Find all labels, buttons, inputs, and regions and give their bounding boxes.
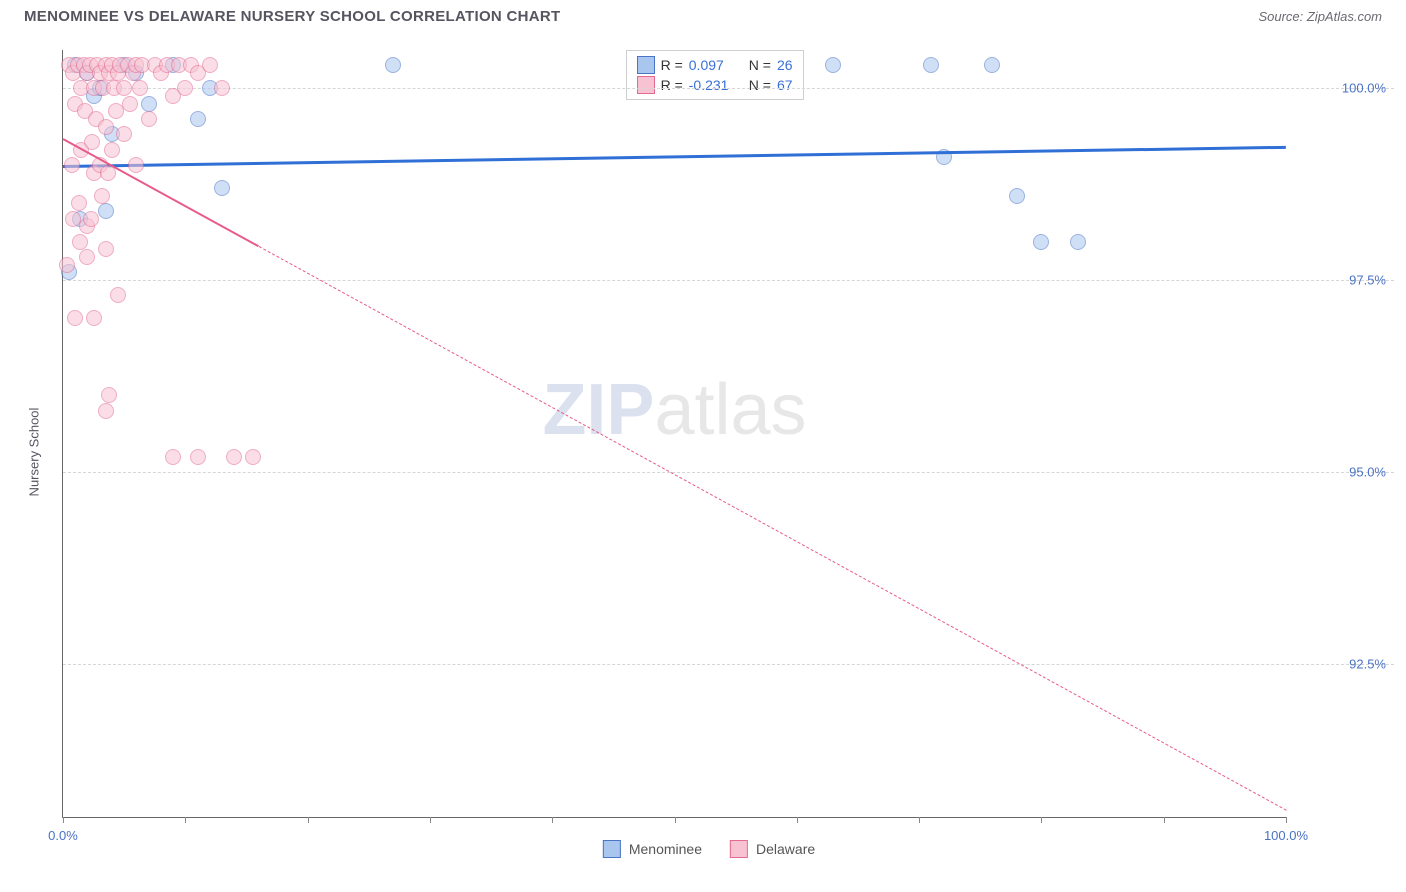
x-tick	[1041, 817, 1042, 823]
chart-title: MENOMINEE VS DELAWARE NURSERY SCHOOL COR…	[24, 8, 561, 25]
data-point	[1070, 234, 1086, 250]
data-point	[245, 449, 261, 465]
gridline	[63, 472, 1394, 473]
x-tick	[552, 817, 553, 823]
n-label: N =	[749, 77, 771, 93]
data-point	[1009, 188, 1025, 204]
legend-swatch	[637, 56, 655, 74]
n-value: 26	[777, 57, 793, 73]
data-point	[98, 403, 114, 419]
gridline	[63, 280, 1394, 281]
data-point	[1033, 234, 1049, 250]
y-tick-label: 92.5%	[1349, 656, 1386, 671]
data-point	[94, 188, 110, 204]
data-point	[84, 134, 100, 150]
x-tick-label: 100.0%	[1264, 828, 1308, 843]
data-point	[116, 126, 132, 142]
data-point	[104, 142, 120, 158]
data-point	[98, 241, 114, 257]
y-tick-label: 97.5%	[1349, 273, 1386, 288]
data-point	[79, 249, 95, 265]
legend-swatch	[637, 76, 655, 94]
r-label: R =	[661, 57, 683, 73]
x-tick	[185, 817, 186, 823]
data-point	[984, 57, 1000, 73]
data-point	[116, 80, 132, 96]
data-point	[923, 57, 939, 73]
data-point	[108, 103, 124, 119]
n-label: N =	[749, 57, 771, 73]
legend-stat-row: R = -0.231 N = 67	[637, 75, 793, 95]
data-point	[141, 111, 157, 127]
data-point	[72, 234, 88, 250]
data-point	[165, 449, 181, 465]
n-value: 67	[777, 77, 793, 93]
r-value: 0.097	[689, 57, 743, 73]
data-point	[141, 96, 157, 112]
data-point	[101, 387, 117, 403]
x-tick	[63, 817, 64, 823]
data-point	[86, 310, 102, 326]
r-value: -0.231	[689, 77, 743, 93]
data-point	[132, 80, 148, 96]
chart-container: Nursery School ZIPatlas R =0.097N =26R =…	[24, 42, 1394, 862]
x-tick-label: 0.0%	[48, 828, 78, 843]
y-axis-title: Nursery School	[27, 408, 42, 497]
data-point	[98, 203, 114, 219]
watermark-part2: atlas	[654, 370, 806, 450]
data-point	[110, 287, 126, 303]
x-tick	[1286, 817, 1287, 823]
trend-line	[258, 246, 1286, 811]
x-tick	[919, 817, 920, 823]
x-tick	[430, 817, 431, 823]
y-tick-label: 100.0%	[1342, 81, 1386, 96]
data-point	[122, 96, 138, 112]
data-point	[64, 157, 80, 173]
data-point	[226, 449, 242, 465]
data-point	[214, 80, 230, 96]
legend-swatch	[730, 840, 748, 858]
x-tick	[675, 817, 676, 823]
data-point	[65, 211, 81, 227]
legend-label: Delaware	[756, 841, 815, 857]
data-point	[83, 211, 99, 227]
data-point	[67, 310, 83, 326]
watermark: ZIPatlas	[542, 369, 806, 451]
data-point	[202, 57, 218, 73]
data-point	[190, 449, 206, 465]
data-point	[190, 111, 206, 127]
plot-area: ZIPatlas R =0.097N =26R =-0.231N =67 92.…	[62, 50, 1286, 818]
legend-item: Delaware	[730, 840, 815, 858]
chart-source: Source: ZipAtlas.com	[1258, 9, 1382, 24]
data-point	[128, 157, 144, 173]
legend-item: Menominee	[603, 840, 702, 858]
legend-label: Menominee	[629, 841, 702, 857]
legend-stats: R = 0.097 N = 26 R = -0.231 N = 67	[626, 50, 804, 100]
data-point	[177, 80, 193, 96]
data-point	[214, 180, 230, 196]
data-point	[98, 119, 114, 135]
data-point	[71, 195, 87, 211]
data-point	[825, 57, 841, 73]
x-tick	[1164, 817, 1165, 823]
gridline	[63, 88, 1394, 89]
y-tick-label: 95.0%	[1349, 464, 1386, 479]
trend-line	[63, 146, 1286, 168]
data-point	[385, 57, 401, 73]
legend-swatch	[603, 840, 621, 858]
legend-series: Menominee Delaware	[603, 840, 815, 858]
r-label: R =	[661, 77, 683, 93]
x-tick	[308, 817, 309, 823]
gridline	[63, 664, 1394, 665]
x-tick	[797, 817, 798, 823]
legend-stat-row: R = 0.097 N = 26	[637, 55, 793, 75]
data-point	[59, 257, 75, 273]
